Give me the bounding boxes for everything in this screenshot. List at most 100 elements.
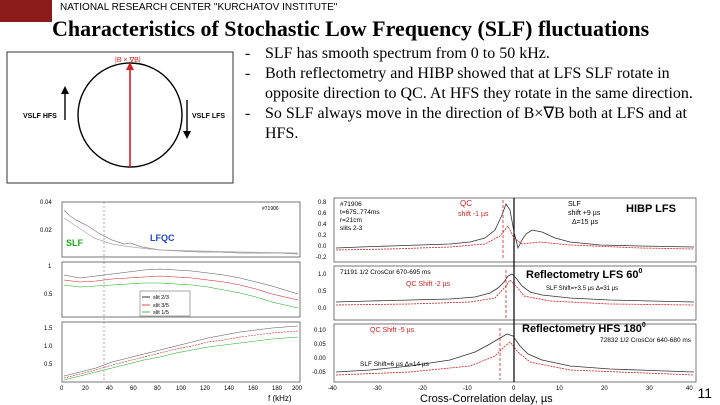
coherence-curve [63,268,299,295]
hfs-arrowhead [61,86,69,94]
x-tick: 160 [248,386,259,392]
spectrum-curve-top-2 [63,217,299,254]
y-tick: 0.00 [314,356,326,362]
y-tick: 0.4 [318,222,327,228]
spectra-xlabel: f (kHz) [268,394,292,403]
y-tick: 0.5 [44,362,53,368]
slide-title: Characteristics of Stochastic Low Freque… [52,16,650,41]
corr-panel-hibp [333,197,697,263]
refl-lfs-title: Reflectometry LFS 600 [526,268,642,281]
qc-label: QC [460,199,472,208]
corr-xlabel: Cross-Correlation delay, µs [420,393,553,405]
x-tick: -40 [328,386,337,392]
phase-curve [63,330,299,379]
x-tick: 10 [556,386,563,392]
x-tick: 100 [176,386,187,392]
bullet-item: SLF has smooth spectrum from 0 to 50 kHz… [243,44,713,64]
cross-correlation-figure: 0.8 0.6 0.4 0.2 0.0 -0.2 1.0 0.5 0.0 0.1… [312,197,697,405]
slf-label-hibp: SLF [568,201,581,208]
y-tick: 0.0 [318,244,327,250]
corr-panel-refl-hfs [333,323,697,383]
slf-shift-refl-hfs: SLF Shift=6 µs Δ=14 µs [360,361,430,368]
x-tick: -20 [418,386,427,392]
y-tick: 0.2 [318,233,327,239]
y-tick: 0.10 [314,328,326,334]
x-tick: -30 [373,386,382,392]
slf-shift-refl-lfs: SLF Shift=+3.5 µs Δ=31 µs [546,286,618,292]
spectrum-curve-top [63,209,299,255]
hibp-time: t=675..774ms [340,209,380,216]
x-tick: 20 [82,386,89,392]
y-tick: 0.6 [318,211,327,217]
spectra-panel-bot [61,321,301,383]
lfs-arrowhead [183,131,191,139]
legend-entry: slit 1/5 [153,310,169,316]
org-header: NATIONAL RESEARCH CENTER "KURCHATOV INST… [60,2,338,13]
refl-hfs-title: Reflectometry HFS 1800 [522,322,646,335]
diagram-frame [6,51,234,184]
y-tick: 0.8 [318,200,327,206]
x-tick: 120 [200,386,211,392]
corr-curve-refl-hfs-red [335,341,695,376]
spectra-panel-mid [61,261,301,318]
corr-curve-hibp-red [335,225,695,251]
x-tick: 180 [272,386,283,392]
bxgradb-label: |B × ∇B| [115,56,141,64]
hibp-radius: r=21cm [340,217,362,224]
coherence-curve [63,275,299,301]
slf-shift-hibp: shift +9 µs [568,210,601,217]
x-tick: 60 [130,386,137,392]
corr-panel-refl-lfs [333,265,697,321]
spectra-panel-top [61,201,301,258]
legend-entry: slit 3/5 [153,303,169,309]
y-tick: 0.02 [40,228,52,234]
phase-curve [63,336,299,381]
x-tick: 200 [292,386,303,392]
x-tick: 0 [60,386,64,392]
x-tick: 30 [646,386,653,392]
lfqc-label: LFQC [150,233,175,243]
phase-curve [63,325,299,377]
y-tick: 0.5 [318,289,327,295]
rotation-diagram: |B × ∇B| VSLF HFS VSLF LFS [6,51,234,184]
corr-curve-refl-lfs [335,273,695,303]
x-tick: 140 [224,386,235,392]
institute-logo [0,0,52,22]
y-tick: 0.05 [314,342,326,348]
corr-curve-refl-hfs [335,333,695,373]
y-tick: 0.0 [318,306,327,312]
bullet-list: SLF has smooth spectrum from 0 to 50 kHz… [243,44,713,144]
x-tick: -10 [463,386,472,392]
y-tick: 0.04 [40,200,52,206]
bullet-item: So SLF always move in the direction of B… [243,104,713,144]
qc-shift-refl-hfs: QC Shift -5 µs [370,327,415,334]
corr-curve-refl-lfs-red [335,279,695,306]
slf-label: SLF [66,238,84,248]
spectra-figure: 0.04 0.02 1 0.5 1.5 1.0 0.5 0 20 40 60 8… [40,200,303,403]
x-tick: 40 [106,386,113,392]
x-tick: 80 [154,386,161,392]
x-tick: 0 [512,386,516,392]
hibp-shot: #71906 [340,201,362,208]
y-tick: 1.5 [44,326,53,332]
y-tick: -0.2 [316,255,327,261]
x-tick: 40 [686,386,693,392]
coherence-curve [63,282,299,309]
page-number: 11 [697,385,712,401]
y-tick: 1.0 [44,344,53,350]
hfs-velocity-label: VSLF HFS [23,113,57,120]
corr-curve-hibp [335,203,695,250]
bxgradb-arrowhead [126,62,134,70]
y-tick: 0.5 [44,292,53,298]
bullet-item: Both reflectometry and HIBP showed that … [243,64,713,104]
hibp-slits: slits 2-3 [340,225,363,232]
x-tick: 20 [601,386,608,392]
qc-shift-hibp: shift -1 µs [458,211,489,218]
hibp-lfs-title: HIBP LFS [626,203,676,215]
y-tick: 1 [48,264,52,270]
legend-entry: slit 2/3 [153,295,169,301]
y-tick: -0.05 [312,370,326,376]
refl-lfs-info: 71191 1/2 CrosCor 670-695 ms [340,269,431,276]
qc-shift-refl-lfs: QC Shift -2 µs [406,281,451,288]
refl-hfs-info: 72832 1/2 CrosCor 640-680 ms [600,337,692,344]
